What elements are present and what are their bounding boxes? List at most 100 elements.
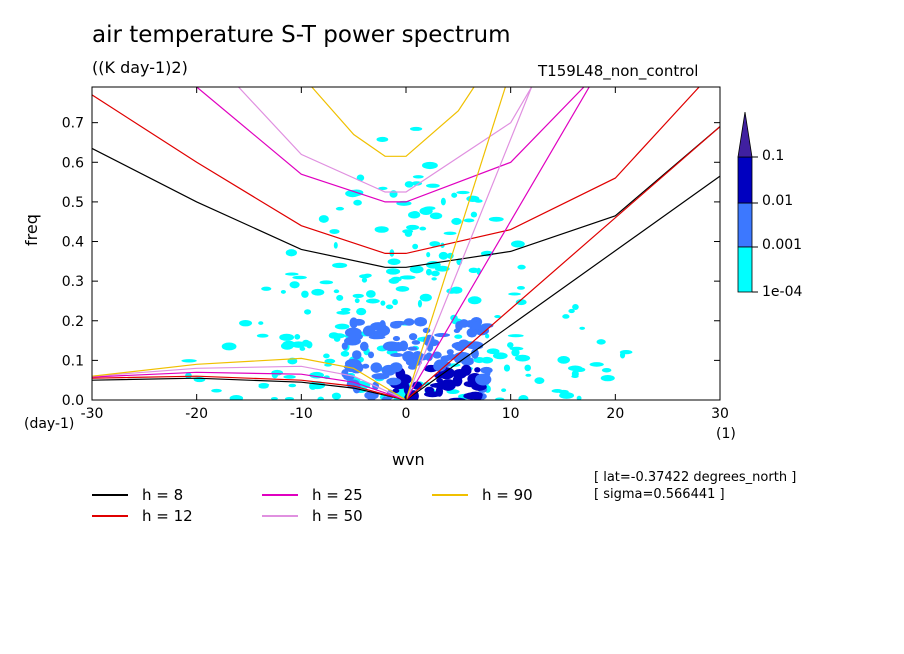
power-core-blob — [436, 377, 443, 384]
power-core-blob — [361, 363, 370, 369]
power-blob — [488, 216, 504, 222]
power-core-blob — [448, 397, 466, 400]
power-core-blob — [341, 342, 348, 350]
power-blob — [501, 388, 507, 392]
power-blob — [304, 309, 312, 315]
power-blob — [494, 314, 501, 319]
power-blob — [345, 189, 361, 198]
power-blob — [508, 292, 521, 296]
power-blob — [419, 207, 433, 215]
power-blob — [340, 350, 350, 357]
power-blob — [380, 300, 386, 306]
x-axis-label: wvn — [392, 450, 425, 469]
legend-item-h12: h = 12 — [92, 507, 193, 525]
power-shading — [181, 126, 633, 400]
legend-item-h25: h = 25 — [262, 486, 363, 504]
legend-label: h = 90 — [482, 486, 533, 504]
power-blob — [572, 304, 579, 310]
dispersion-curve-ig-h50 — [238, 87, 533, 193]
power-core-blob — [390, 352, 404, 357]
power-blob — [430, 270, 440, 277]
power-blob — [366, 290, 376, 298]
power-core-blob — [382, 341, 401, 352]
power-blob — [386, 268, 401, 275]
power-core-blob — [352, 350, 362, 360]
power-blob — [419, 293, 432, 302]
power-blob — [421, 161, 438, 170]
dispersion-curve-ig-h90 — [311, 87, 475, 157]
power-core-blob — [433, 360, 447, 372]
power-core-blob — [368, 335, 386, 340]
power-blob — [434, 265, 450, 272]
power-blob — [470, 211, 478, 218]
power-core-blob — [362, 325, 376, 337]
power-blob — [579, 326, 586, 330]
power-blob — [468, 267, 479, 273]
power-blob — [438, 251, 449, 260]
power-core-blob — [414, 353, 429, 361]
power-blob — [280, 289, 286, 294]
power-blob — [332, 333, 346, 339]
power-core-blob — [392, 388, 400, 394]
power-core-blob — [407, 364, 418, 370]
power-blob — [451, 217, 462, 225]
power-blob — [221, 342, 237, 351]
legend-label: h = 12 — [142, 507, 193, 525]
dispersion-curve-rossby-h90 — [92, 357, 407, 400]
power-blob — [387, 258, 401, 265]
power-blob — [334, 323, 350, 330]
power-blob — [486, 348, 500, 355]
power-blob — [503, 364, 511, 372]
power-core-blob — [459, 319, 469, 328]
power-core-blob — [425, 338, 437, 345]
x-tick-label: -30 — [81, 406, 104, 422]
power-core-blob — [446, 349, 454, 355]
y-tick-label: 0.4 — [62, 235, 84, 251]
power-blob — [292, 275, 307, 280]
legend-swatch — [92, 494, 128, 496]
power-blob — [426, 183, 440, 188]
power-blob — [319, 280, 334, 285]
dispersion-curve-rossby-h8 — [92, 377, 407, 400]
legend-swatch — [432, 494, 468, 496]
power-core-blob — [472, 392, 483, 400]
power-blob — [456, 190, 470, 195]
power-blob — [309, 383, 317, 390]
dispersion-curve-kelvin-h12 — [405, 126, 720, 400]
power-blob — [361, 277, 368, 283]
chart-units: ((K day-1)2) — [92, 58, 188, 77]
power-blob — [261, 286, 272, 291]
power-blob — [258, 383, 270, 387]
power-core-blob — [453, 328, 461, 333]
colorbar-band — [737, 246, 753, 293]
legend-label: h = 50 — [312, 507, 363, 525]
legend-swatch — [92, 515, 128, 517]
power-core-blob — [392, 336, 401, 342]
power-blob — [511, 348, 520, 357]
power-core-blob — [454, 354, 463, 364]
x-tick-label: -10 — [290, 406, 313, 422]
power-blob — [318, 215, 329, 223]
power-blob — [282, 340, 296, 349]
power-blob — [559, 392, 575, 399]
power-blob — [288, 383, 297, 388]
legend-item-h90: h = 90 — [432, 486, 533, 504]
power-blob — [474, 199, 483, 203]
power-core-blob — [407, 346, 418, 351]
power-blob — [270, 397, 278, 400]
power-blob — [279, 333, 295, 341]
power-blob — [271, 369, 284, 376]
power-blob — [576, 395, 582, 400]
colorbar-label-0.1: 0.1 — [762, 148, 785, 164]
power-core-blob — [408, 333, 418, 341]
power-core-blob — [411, 340, 421, 345]
colorbar-band — [737, 202, 753, 248]
sigma-info: [ sigma=0.566441 ] — [594, 487, 725, 502]
colorbar-label-0.001: 0.001 — [762, 237, 803, 253]
power-blob — [353, 199, 362, 206]
power-blob — [181, 359, 197, 363]
y-axis-label: freq — [22, 214, 41, 246]
run-label: T159L48_non_control — [538, 62, 699, 80]
power-core-blob — [440, 379, 456, 391]
